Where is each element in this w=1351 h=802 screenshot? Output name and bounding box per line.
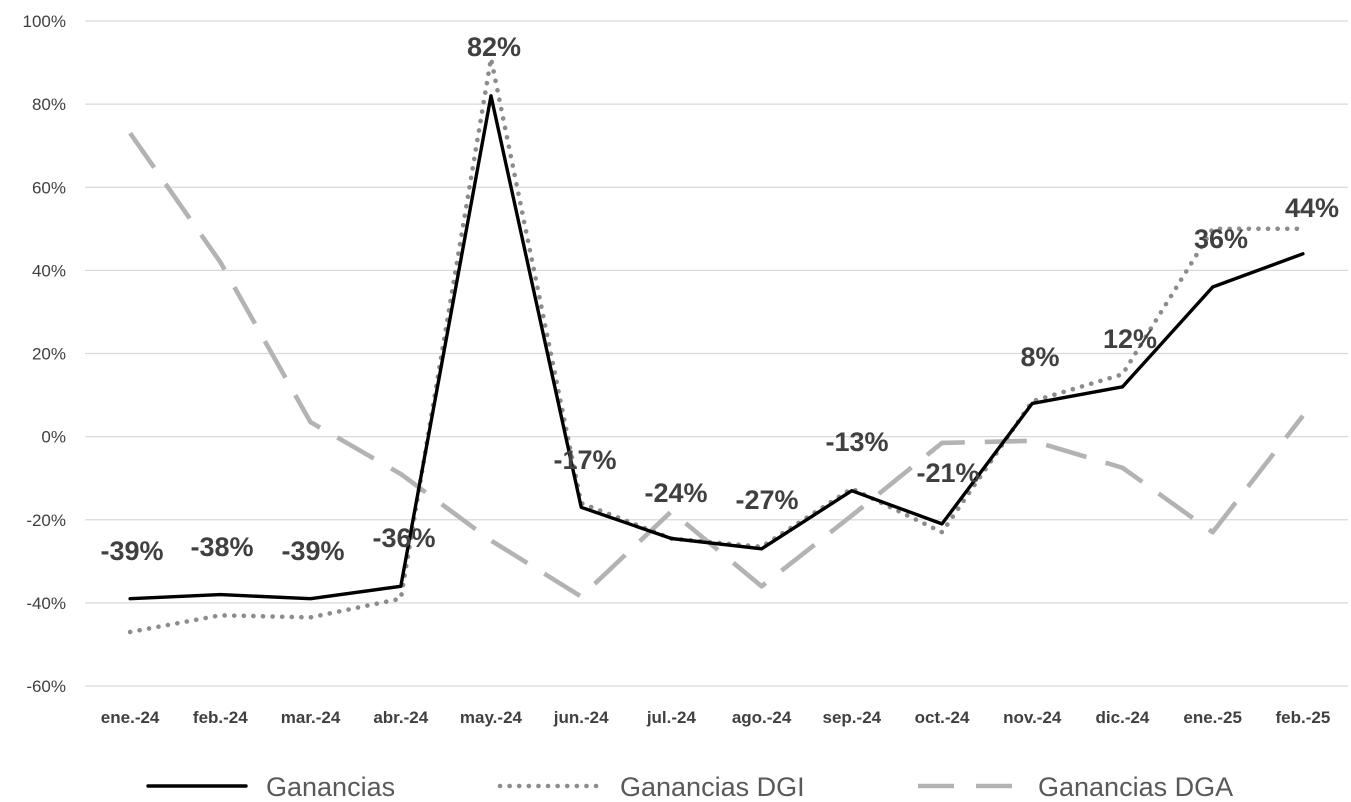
y-tick-label: 100% <box>23 12 66 31</box>
y-tick-label: -40% <box>26 594 66 613</box>
data-label: 8% <box>1020 342 1059 372</box>
legend-item: Ganancias DGA <box>918 772 1233 802</box>
x-axis: ene.-24 feb.-24 mar.-24 abr.-24 may.-24 jun.-… <box>101 708 1330 727</box>
data-label: -36% <box>372 523 435 553</box>
x-tick-label: oct.-24 <box>915 708 970 727</box>
data-label: 12% <box>1103 324 1157 354</box>
x-tick-label: ene.-25 <box>1183 708 1242 727</box>
legend-item: Ganancias DGI <box>497 772 805 802</box>
data-label: 36% <box>1194 224 1248 254</box>
legend: Ganancias Ganancias DGI Ganancias DGA <box>146 772 1233 802</box>
x-tick-label: abr.-24 <box>373 708 428 727</box>
y-axis: -60% -40% -20% 0% 20% 40% 60% 80% 100% <box>23 12 66 696</box>
y-tick-label: 0% <box>41 428 66 447</box>
data-labels: -39% -38% -39% -36% 82% -17% -24% -27% -13% -21% 8… <box>100 32 1339 566</box>
series-line-ganancias-dga <box>128 131 1305 599</box>
x-tick-label: dic.-24 <box>1096 708 1150 727</box>
y-tick-label: 80% <box>32 95 66 114</box>
y-tick-label: 40% <box>32 261 66 280</box>
data-label: 44% <box>1285 193 1339 223</box>
x-tick-label: sep.-24 <box>823 708 882 727</box>
x-tick-label: may.-24 <box>460 708 523 727</box>
data-label: -38% <box>190 532 253 562</box>
data-label: -13% <box>825 427 888 457</box>
data-label: -21% <box>916 458 979 488</box>
legend-label: Ganancias DGA <box>1038 772 1233 802</box>
gridlines <box>85 20 1348 687</box>
series-lines <box>127 56 1306 635</box>
x-tick-label: nov.-24 <box>1003 708 1062 727</box>
x-tick-label: jun.-24 <box>553 708 609 727</box>
x-tick-label: ago.-24 <box>732 708 792 727</box>
data-label: -39% <box>281 536 344 566</box>
x-tick-label: ene.-24 <box>101 708 160 727</box>
y-tick-label: 20% <box>32 345 66 364</box>
legend-item: Ganancias <box>146 772 395 802</box>
series-line-ganancias <box>128 94 1305 601</box>
legend-label: Ganancias <box>266 772 395 802</box>
y-tick-label: 60% <box>32 178 66 197</box>
legend-label: Ganancias DGI <box>620 772 805 802</box>
x-tick-label: feb.-25 <box>1275 708 1330 727</box>
series-line-ganancias-dgi <box>127 56 1306 635</box>
x-tick-label: jul.-24 <box>646 708 697 727</box>
x-tick-label: mar.-24 <box>281 708 341 727</box>
data-label: -27% <box>735 485 798 515</box>
y-tick-label: -20% <box>26 511 66 530</box>
y-tick-label: -60% <box>26 677 66 696</box>
data-label: -24% <box>644 478 707 508</box>
data-label: -39% <box>100 536 163 566</box>
x-tick-label: feb.-24 <box>193 708 248 727</box>
data-label: -17% <box>553 445 616 475</box>
data-label: 82% <box>467 32 521 62</box>
